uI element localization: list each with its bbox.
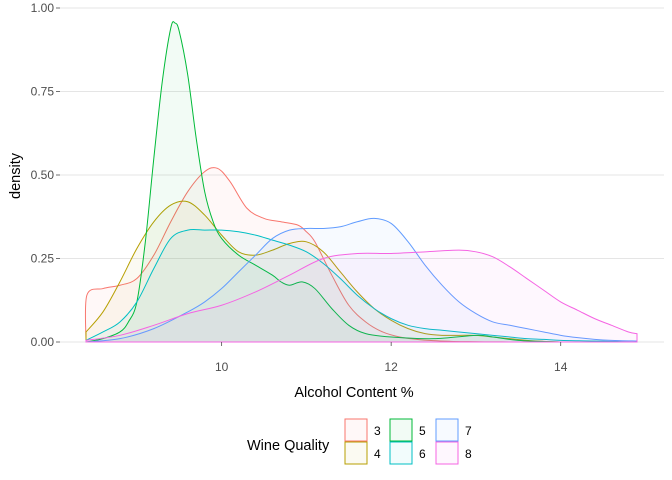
legend-key <box>344 418 368 442</box>
y-tick-label: 0.25 <box>31 252 55 266</box>
y-tick-label: 0.50 <box>31 168 55 182</box>
legend-items: 3 4 5 6 7 8 <box>344 418 472 465</box>
legend-label: 8 <box>465 447 472 461</box>
legend-item-5: 5 <box>389 418 426 442</box>
y-tick-label: 0.75 <box>31 85 55 99</box>
density-area-8 <box>86 250 637 342</box>
density-area-7 <box>86 218 637 342</box>
legend: Wine Quality 3 4 5 6 7 8 <box>247 418 472 465</box>
legend-label: 6 <box>419 447 426 461</box>
density-line-8 <box>85 249 638 343</box>
x-tick-label: 14 <box>554 360 568 374</box>
legend-label: 4 <box>374 447 381 461</box>
y-tick-label: 1.00 <box>31 1 55 15</box>
legend-item-7: 7 <box>435 418 472 442</box>
legend-key <box>389 441 413 465</box>
legend-label: 3 <box>374 424 381 438</box>
density-line-6 <box>85 228 638 343</box>
density-area-4 <box>86 201 561 342</box>
x-tick-label: 10 <box>215 360 229 374</box>
y-tick-label: 0.00 <box>31 335 55 349</box>
density-area-5 <box>86 21 561 342</box>
x-tick-label: 12 <box>384 360 398 374</box>
density-area-3 <box>85 167 553 342</box>
x-axis-ticks: 10 12 14 <box>215 342 568 374</box>
legend-key <box>389 418 413 442</box>
density-line-5 <box>85 21 562 343</box>
legend-label: 5 <box>419 424 426 438</box>
legend-item-6: 6 <box>389 441 426 465</box>
y-axis-title: density <box>8 152 24 199</box>
density-line-7 <box>85 217 638 343</box>
legend-key <box>344 441 368 465</box>
legend-title: Wine Quality <box>247 438 330 454</box>
legend-label: 7 <box>465 424 472 438</box>
y-axis-ticks: 0.00 0.25 0.50 0.75 1.00 <box>31 1 60 349</box>
legend-key <box>435 418 459 442</box>
legend-item-4: 4 <box>344 441 381 465</box>
density-area-6 <box>86 229 637 342</box>
legend-item-3: 3 <box>344 418 381 442</box>
legend-key <box>435 441 459 465</box>
legend-item-8: 8 <box>435 441 472 465</box>
density-areas <box>84 21 638 343</box>
x-axis-title: Alcohol Content % <box>294 385 413 401</box>
